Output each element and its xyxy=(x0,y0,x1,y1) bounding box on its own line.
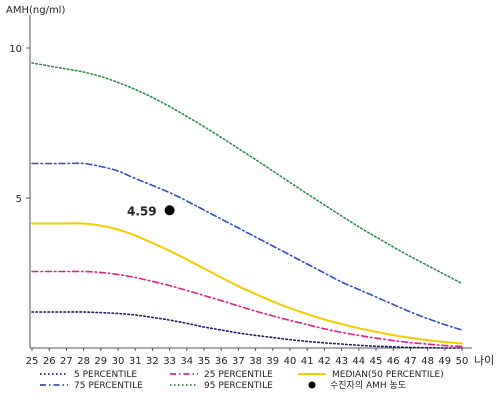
x-tick-label: 46 xyxy=(387,356,400,367)
legend-label-4: 75 PERCENTILE xyxy=(74,381,143,391)
y-axis-label: AMH(ng/ml) xyxy=(6,5,65,16)
x-tick-label: 49 xyxy=(438,356,451,367)
x-tick-label: 41 xyxy=(301,356,314,367)
x-ticks: 25 26 27 28 29 30 31 32 33 34 35 36 37 38 39 40 41 42 43 44… xyxy=(26,348,469,367)
x-tick-label: 35 xyxy=(198,356,211,367)
x-tick-label: 50 xyxy=(456,356,469,367)
x-tick-label: 38 xyxy=(249,356,262,367)
x-tick-label: 45 xyxy=(370,356,383,367)
x-tick-label: 25 xyxy=(26,356,39,367)
series-line-5 xyxy=(31,222,463,345)
x-tick-label: 33 xyxy=(163,356,176,367)
x-tick-label: 32 xyxy=(146,356,159,367)
x-tick-label: 30 xyxy=(112,356,125,367)
x-tick-label: 36 xyxy=(215,356,228,367)
legend-label-5: 95 PERCENTILE xyxy=(204,381,273,391)
x-tick-label: 27 xyxy=(60,356,73,367)
series-line-2 xyxy=(31,162,463,331)
series-lines xyxy=(31,62,463,349)
markers: 4.59 xyxy=(127,204,175,218)
x-tick-label: 40 xyxy=(284,356,297,367)
x-tick-label: 37 xyxy=(232,356,245,367)
y-tick-label: 5 xyxy=(16,194,22,205)
legend-marker-swatch xyxy=(308,381,316,389)
y-tick-label: 10 xyxy=(9,44,22,55)
x-tick-label: 34 xyxy=(180,356,193,367)
x-tick-label: 31 xyxy=(129,356,142,367)
x-tick-label: 43 xyxy=(335,356,348,367)
x-tick-label: 26 xyxy=(43,356,56,367)
x-tick-label: 29 xyxy=(94,356,107,367)
patient-amh-value-label: 4.59 xyxy=(127,204,157,218)
x-tick-label: 47 xyxy=(404,356,417,367)
chart-axes: AMH(ng/ml) 나이 xyxy=(6,5,494,367)
x-tick-label: 48 xyxy=(421,356,434,367)
x-tick-label: 28 xyxy=(77,356,90,367)
x-tick-label: 44 xyxy=(352,356,365,367)
y-ticks: 5 10 xyxy=(9,44,30,205)
x-tick-label: 42 xyxy=(318,356,331,367)
legend-label-2: 25 PERCENTILE xyxy=(204,370,273,380)
x-axis-label: 나이 xyxy=(474,354,494,367)
series-line-4 xyxy=(31,62,463,285)
legend: 5 PERCENTILE 25 PERCENTILE MEDIAN(50 PERCE… xyxy=(40,370,444,391)
legend-marker-label: 수진자의 AMH 농도 xyxy=(330,380,406,391)
legend-label-3: MEDIAN(50 PERCENTILE) xyxy=(332,370,444,380)
x-tick-label: 39 xyxy=(266,356,279,367)
patient-amh-marker xyxy=(164,205,175,216)
series-line-1 xyxy=(31,311,463,349)
series-line-3 xyxy=(31,270,463,348)
legend-label-1: 5 PERCENTILE xyxy=(74,370,137,380)
